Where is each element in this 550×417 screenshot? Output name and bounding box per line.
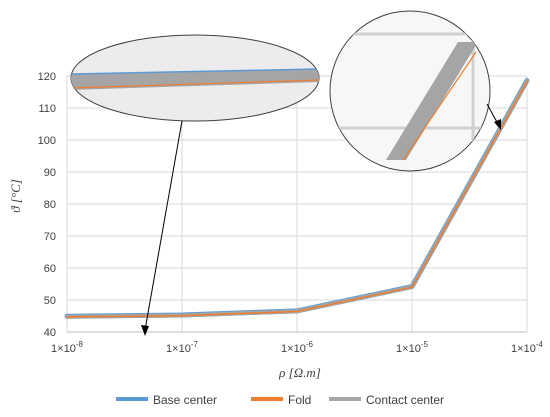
y-tick-label: 120	[38, 71, 56, 83]
inset-left-line-orange	[71, 79, 319, 89]
arrow-left-line	[144, 120, 183, 331]
y-tick-labels: 40 50 60 70 80 90 100 110 120	[38, 71, 56, 339]
x-tick-label: 1×10-5	[396, 340, 428, 355]
y-tick-label: 60	[44, 263, 56, 275]
x-axis-title: ρ [Ω.m]	[278, 365, 321, 380]
legend-label-base-center: Base center	[153, 393, 217, 407]
series-line-fold	[66, 80, 528, 318]
arrow-right-line	[486, 103, 499, 125]
zoom-inset-left	[70, 34, 320, 122]
y-tick-label: 80	[44, 199, 56, 211]
x-tick-label: 1×10-7	[166, 340, 198, 355]
y-tick-label: 100	[38, 135, 56, 147]
y-tick-label: 40	[44, 327, 56, 339]
arrow-right-head	[494, 119, 501, 130]
x-tick-label: 1×10-4	[511, 340, 543, 355]
y-tick-label: 110	[38, 103, 56, 115]
arrow-left-head	[141, 325, 149, 336]
series-lines	[64, 78, 530, 319]
inset-right-band-grey	[386, 42, 478, 160]
x-tick-label: 1×10-6	[281, 340, 313, 355]
y-tick-label: 50	[44, 295, 56, 307]
leader-arrows	[141, 103, 501, 336]
legend-label-contact-center: Contact center	[366, 393, 444, 407]
x-tick-labels: 1×10-8 1×10-7 1×10-6 1×10-5 1×10-4	[51, 340, 543, 355]
inset-right-line-orange	[402, 51, 477, 161]
y-tick-label: 70	[44, 231, 56, 243]
legend-label-fold: Fold	[288, 393, 311, 407]
legend: Base center Fold Contact center	[116, 393, 444, 407]
y-axis-title: ϑ [°C]	[8, 179, 23, 213]
x-tick-label: 1×10-8	[51, 340, 83, 355]
inset-left-band-grey	[71, 69, 319, 90]
inset-left-line-blue	[71, 68, 319, 75]
zoom-inset-right	[329, 10, 491, 172]
y-tick-label: 90	[44, 167, 56, 179]
